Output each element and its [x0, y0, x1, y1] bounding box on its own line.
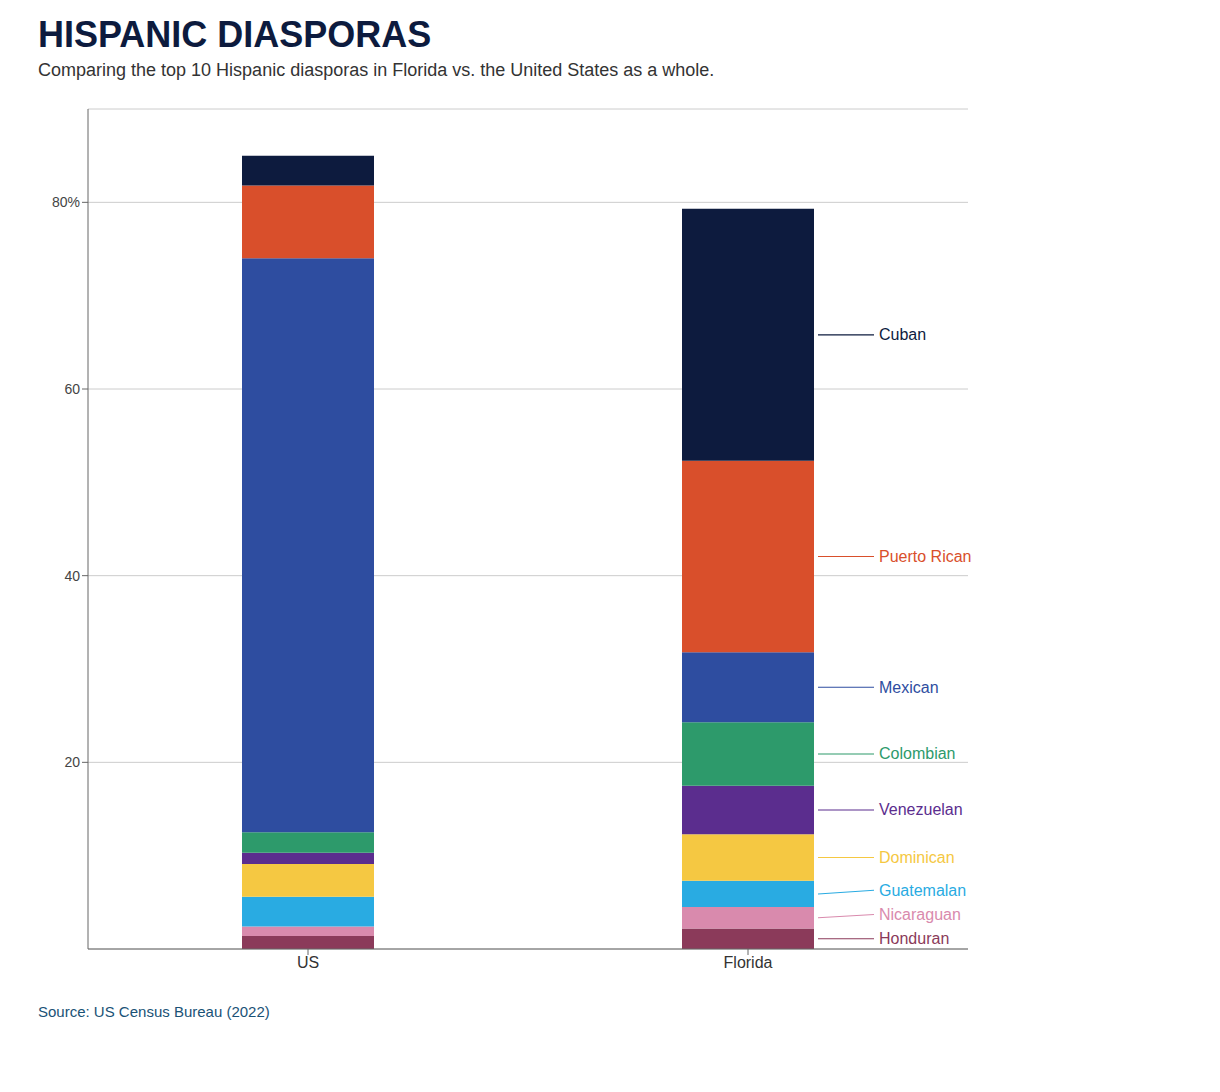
svg-text:Venezuelan: Venezuelan — [879, 801, 963, 818]
html-text:Source: US Census Bureau (2022: Source: US Census Bureau (2022) — [38, 1003, 270, 1020]
svg-text:US: US — [297, 954, 319, 971]
svg-text:Honduran: Honduran — [879, 930, 949, 947]
html-text:HISPANIC DIASPORAS: HISPANIC DIASPORAS — [38, 14, 432, 55]
svg-text:Cuban: Cuban — [879, 326, 926, 343]
svg-text:80%: 80% — [52, 194, 80, 210]
svg-text:Florida: Florida — [724, 954, 773, 971]
svg-text:Colombian: Colombian — [879, 745, 955, 762]
svg-text:40: 40 — [64, 568, 80, 584]
svg-text:60: 60 — [64, 381, 80, 397]
svg-text:Puerto Rican: Puerto Rican — [879, 548, 972, 565]
svg-text:Guatemalan: Guatemalan — [879, 882, 966, 899]
svg-text:Dominican: Dominican — [879, 849, 955, 866]
html-text:Comparing the top 10 Hispanic: Comparing the top 10 Hispanic diasporas … — [38, 60, 715, 80]
svg-text:20: 20 — [64, 754, 80, 770]
svg-text:Nicaraguan: Nicaraguan — [879, 906, 961, 923]
svg-text:Mexican: Mexican — [879, 679, 939, 696]
